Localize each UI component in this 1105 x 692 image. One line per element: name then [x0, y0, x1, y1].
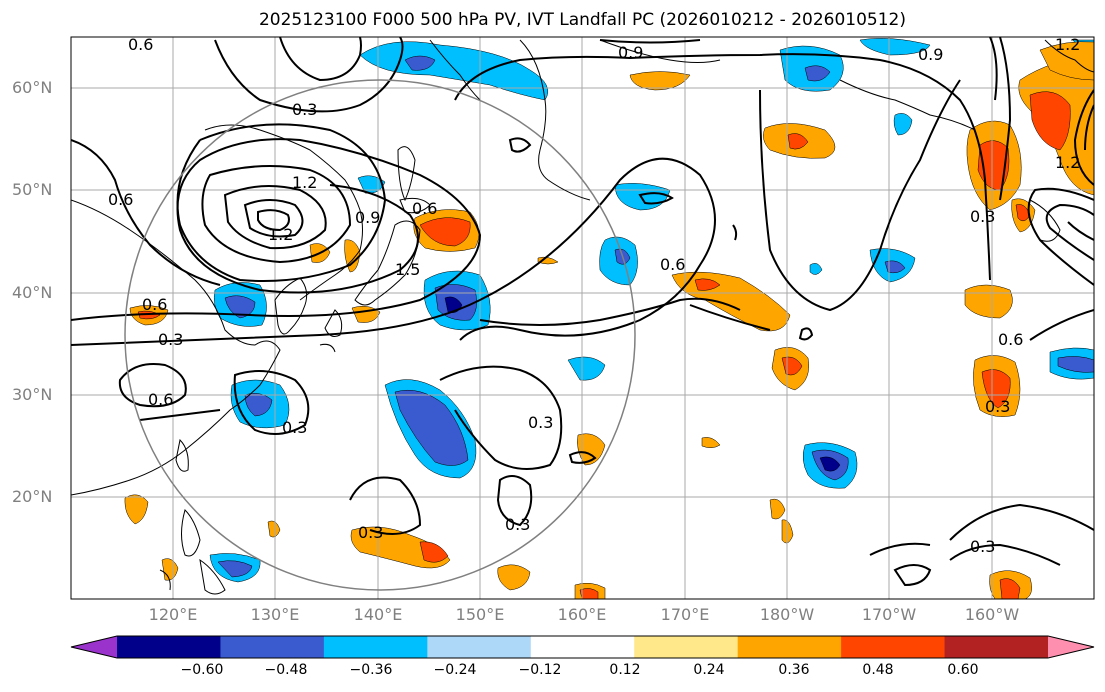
- lon-label-120e: 120°E: [148, 605, 198, 624]
- contour-label: 0.9: [355, 208, 380, 227]
- colorbar-segment: [427, 636, 532, 658]
- colorbar-segments: [71, 636, 1094, 658]
- lat-label-20n: 20°N: [12, 487, 53, 506]
- map-title: 2025123100 F000 500 hPa PV, IVT Landfall…: [258, 10, 906, 30]
- contour-label: 0.6: [998, 330, 1023, 349]
- pv-contours: [71, 37, 1094, 587]
- contour-label: 0.9: [918, 45, 943, 64]
- contour-label: 0.3: [970, 207, 995, 226]
- colorbar-tick-label: −0.24: [433, 662, 477, 678]
- lon-label-130e: 130°E: [250, 605, 300, 624]
- contour-label: 0.6: [660, 255, 685, 274]
- colorbar-segment: [220, 636, 325, 658]
- contour-label: 0.9: [618, 43, 643, 62]
- contour-label: 0.3: [282, 418, 307, 437]
- contour-label: 0.3: [528, 413, 553, 432]
- contour-label: 1.5: [395, 260, 420, 279]
- lat-label-40n: 40°N: [12, 283, 53, 302]
- contour-label: 1.2: [292, 173, 317, 192]
- contour-label: 0.6: [128, 35, 153, 54]
- contour-label: 1.2: [1055, 153, 1080, 172]
- contour-label: 0.3: [985, 397, 1010, 416]
- colorbar-extend-low: [71, 636, 117, 658]
- colorbar-segment: [530, 636, 635, 658]
- colorbar-tick-label: 0.48: [862, 662, 894, 678]
- lon-label-180w: 180°W: [759, 605, 815, 624]
- lon-label-160e: 160°E: [557, 605, 607, 624]
- contour-label: 0.6: [142, 295, 167, 314]
- lon-label-160w: 160°W: [964, 605, 1020, 624]
- contour-label: 0.3: [292, 100, 317, 119]
- contour-label: 0.6: [108, 190, 133, 209]
- contour-label: 1.2: [268, 225, 293, 244]
- lon-label-170w: 170°W: [861, 605, 917, 624]
- colorbar-tick-label: 0.60: [947, 662, 979, 678]
- contour-label: 1.2: [1055, 35, 1080, 54]
- landfall-circle: [124, 79, 636, 591]
- colorbar-segment: [323, 636, 428, 658]
- contour-label-group: 0.6 0.9 0.9 1.2 1.2 0.3 0.6 1.2 0.9 0.6 …: [108, 35, 1080, 556]
- colorbar-tick-label: 0.12: [609, 662, 641, 678]
- colorbar-tick-label: 0.36: [778, 662, 810, 678]
- lat-label-60n: 60°N: [12, 78, 53, 97]
- colorbar-segment: [634, 636, 739, 658]
- colorbar-extend-high: [1048, 636, 1094, 658]
- colorbar-tick-label: 0.24: [693, 662, 725, 678]
- colorbar-segment: [737, 636, 842, 658]
- contour-label: 0.3: [505, 515, 530, 534]
- lon-label-150e: 150°E: [455, 605, 505, 624]
- colorbar-segment: [841, 636, 946, 658]
- colorbar-outline: [70, 635, 1095, 659]
- contour-label: 0.6: [148, 390, 173, 409]
- shaded-pv-anomalies: [124, 38, 1094, 599]
- colorbar-tick-label: −0.36: [349, 662, 393, 678]
- contour-label: 0.3: [158, 330, 183, 349]
- coastlines: [71, 39, 1094, 595]
- lat-label-30n: 30°N: [12, 385, 53, 404]
- lon-label-170e: 170°E: [660, 605, 710, 624]
- colorbar-segment: [944, 636, 1049, 658]
- contour-label: 0.6: [412, 199, 437, 218]
- map-frame: [70, 36, 1095, 600]
- contour-label: 0.3: [358, 523, 383, 542]
- colorbar-tick-label: −0.12: [518, 662, 562, 678]
- lon-label-140e: 140°E: [353, 605, 403, 624]
- colorbar-segment: [117, 636, 221, 658]
- colorbar-tick-label: −0.48: [264, 662, 308, 678]
- lat-label-50n: 50°N: [12, 180, 53, 199]
- colorbar-tick-label: −0.60: [180, 662, 224, 678]
- contour-label: 0.3: [970, 537, 995, 556]
